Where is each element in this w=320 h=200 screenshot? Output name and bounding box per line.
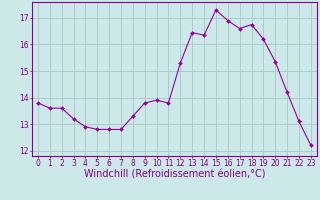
X-axis label: Windchill (Refroidissement éolien,°C): Windchill (Refroidissement éolien,°C) [84,170,265,180]
